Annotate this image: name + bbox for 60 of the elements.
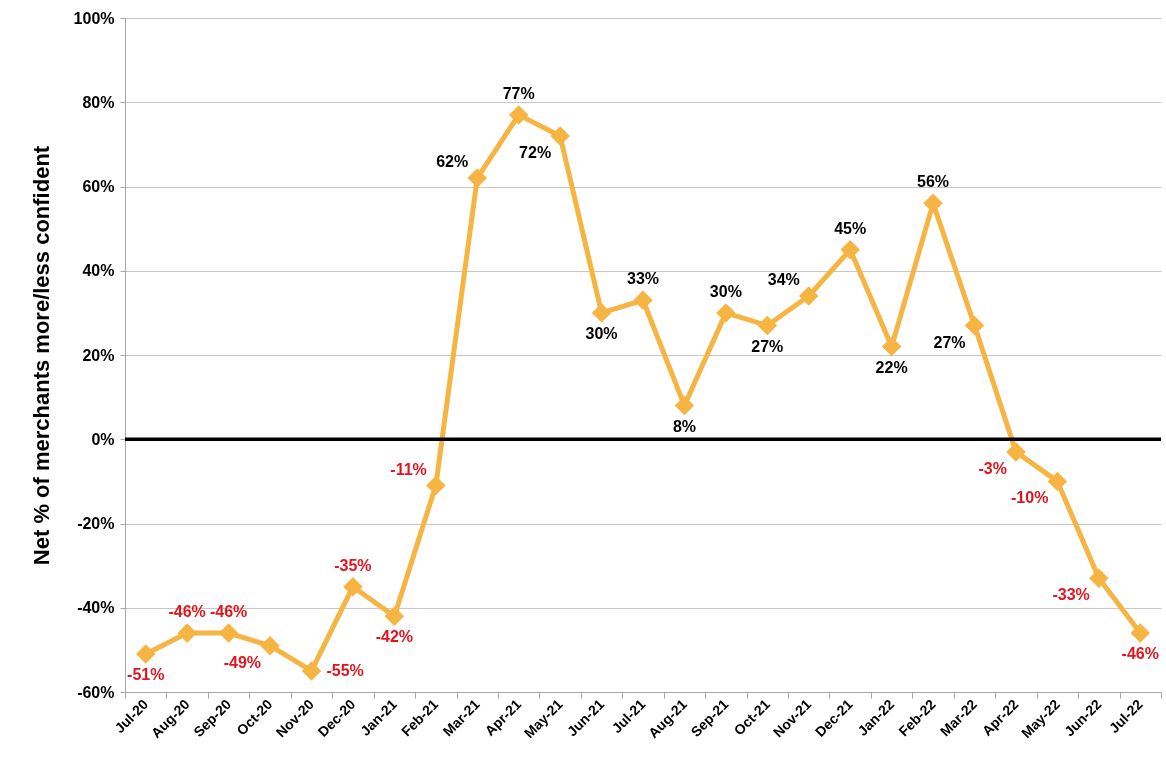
data-label: -3% [978, 459, 1007, 477]
y-tick-label: -20% [77, 515, 115, 532]
point [1006, 442, 1026, 462]
y-tick-label: 100% [73, 9, 115, 27]
data-label: -42% [375, 628, 414, 646]
point [550, 126, 570, 146]
y-tick-label: 0% [91, 430, 115, 448]
data-label: -33% [1052, 586, 1090, 604]
data-label: -46% [1121, 645, 1159, 663]
y-tick-label: -40% [77, 599, 115, 617]
y-tick-label: 80% [82, 93, 115, 111]
data-label: 77% [502, 84, 535, 102]
data-label: 8% [672, 417, 696, 435]
point [591, 303, 612, 323]
data-label: -11% [390, 460, 427, 478]
data-label: 22% [875, 358, 908, 376]
point [508, 105, 529, 125]
point [260, 635, 280, 656]
point [177, 623, 197, 643]
y-tick-label: -60% [77, 683, 115, 701]
y-axis-title: Net % of merchants more/less confident [28, 145, 54, 566]
point [757, 315, 778, 336]
point [1089, 568, 1109, 589]
data-label: 34% [767, 271, 800, 289]
point [384, 606, 405, 626]
data-label: 72% [519, 143, 552, 161]
point [716, 303, 736, 323]
data-label: 33% [626, 270, 660, 288]
point [799, 286, 819, 306]
point [218, 623, 239, 643]
data-label: -35% [334, 556, 372, 574]
data-label: 30% [585, 324, 618, 342]
y-tick-label: 40% [82, 262, 115, 280]
point [964, 315, 985, 336]
point [674, 395, 695, 416]
data-label: -51% [127, 666, 165, 684]
data-label: -55% [326, 661, 364, 679]
y-tick-label: 20% [82, 346, 115, 364]
y-tick-label: 60% [82, 178, 115, 195]
data-label: -49% [223, 653, 262, 671]
point [426, 475, 446, 496]
data-label: 62% [436, 153, 469, 171]
point [1130, 623, 1151, 643]
data-label: 45% [834, 219, 867, 237]
data-label: 27% [933, 333, 966, 351]
data-label: -46% [168, 603, 206, 621]
data-label: 30% [709, 282, 742, 300]
data-label: 27% [751, 337, 784, 355]
point [343, 576, 363, 597]
point [467, 168, 487, 188]
point [881, 336, 902, 357]
point [301, 661, 322, 681]
data-label: -46% [209, 603, 248, 621]
point [1047, 471, 1068, 492]
point [923, 193, 943, 214]
data-label: -10% [1011, 489, 1049, 507]
point [633, 290, 653, 310]
point [840, 239, 860, 260]
point [135, 644, 156, 664]
data-label: 56% [917, 173, 950, 191]
